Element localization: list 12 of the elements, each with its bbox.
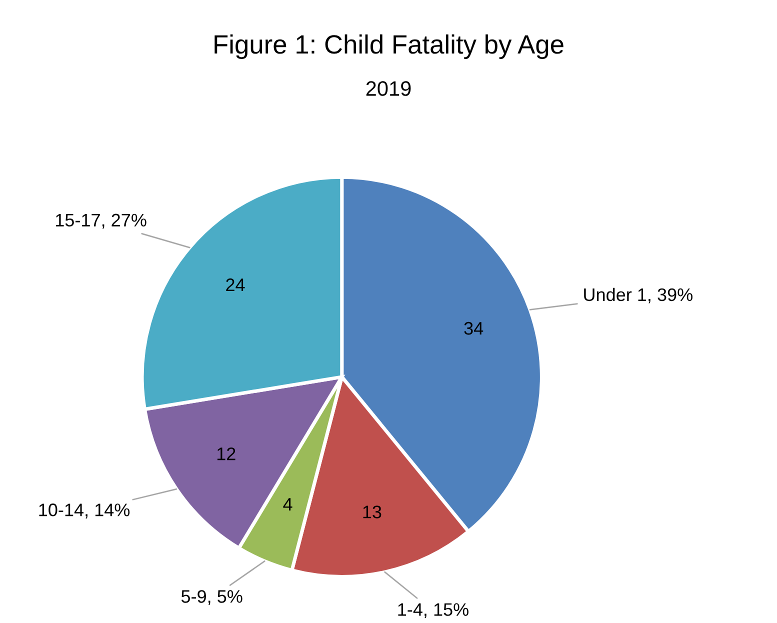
slice-label: 1-4, 15% [398,603,468,618]
slice-label: 15-17, 27% [56,214,146,229]
slice-label: 5-9, 5% [181,590,242,605]
slice-label: 10-14, 14% [39,504,130,518]
data-label: 13 [363,506,382,518]
data-label: 24 [226,278,245,292]
data-label: 4 [283,498,292,511]
slice-label: Under 1, 39% [584,288,692,304]
data-label: 12 [217,447,236,460]
data-label: 34 [464,322,484,335]
chart-subtitle: 2019 [366,81,411,96]
chart-title: Figure 1: Child Fatality by Age [214,34,564,60]
